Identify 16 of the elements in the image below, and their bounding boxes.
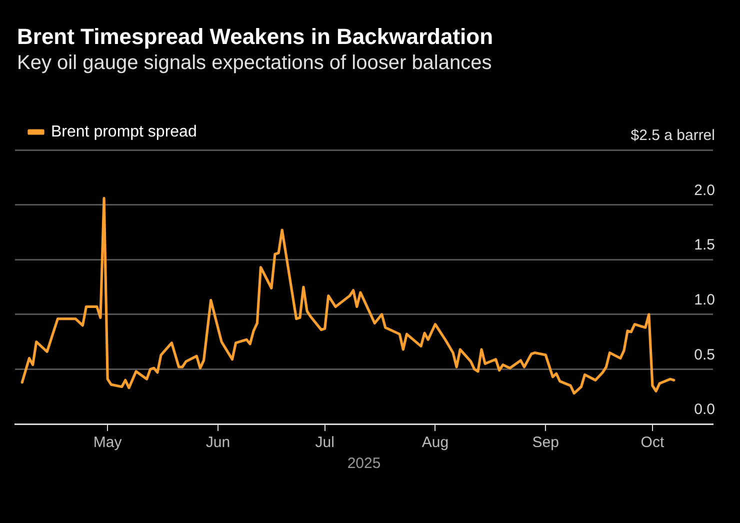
y-tick-label: 2.0 bbox=[694, 182, 715, 199]
y-tick-label: 0.0 bbox=[694, 401, 715, 418]
chart-subtitle: Key oil gauge signals expectations of looser balances bbox=[17, 52, 492, 75]
y-tick-label: 1.5 bbox=[694, 236, 715, 254]
x-tick-label: Jun bbox=[206, 434, 230, 452]
x-tick-label: May bbox=[93, 434, 122, 452]
x-axis-title: 2025 bbox=[347, 455, 381, 472]
y-tick-label: 0.5 bbox=[694, 346, 715, 364]
x-tick-label: Jul bbox=[315, 434, 334, 452]
y-tick-label: $2.5 a barrel bbox=[630, 127, 715, 144]
legend-label: Brent prompt spread bbox=[51, 123, 197, 140]
x-tick-label: Oct bbox=[640, 434, 665, 452]
chart-title: Brent Timespread Weakens in Backwardation bbox=[17, 24, 494, 50]
x-tick-label: Sep bbox=[532, 434, 559, 452]
x-tick-label: Aug bbox=[422, 434, 449, 452]
y-tick-label: 1.0 bbox=[694, 292, 715, 309]
